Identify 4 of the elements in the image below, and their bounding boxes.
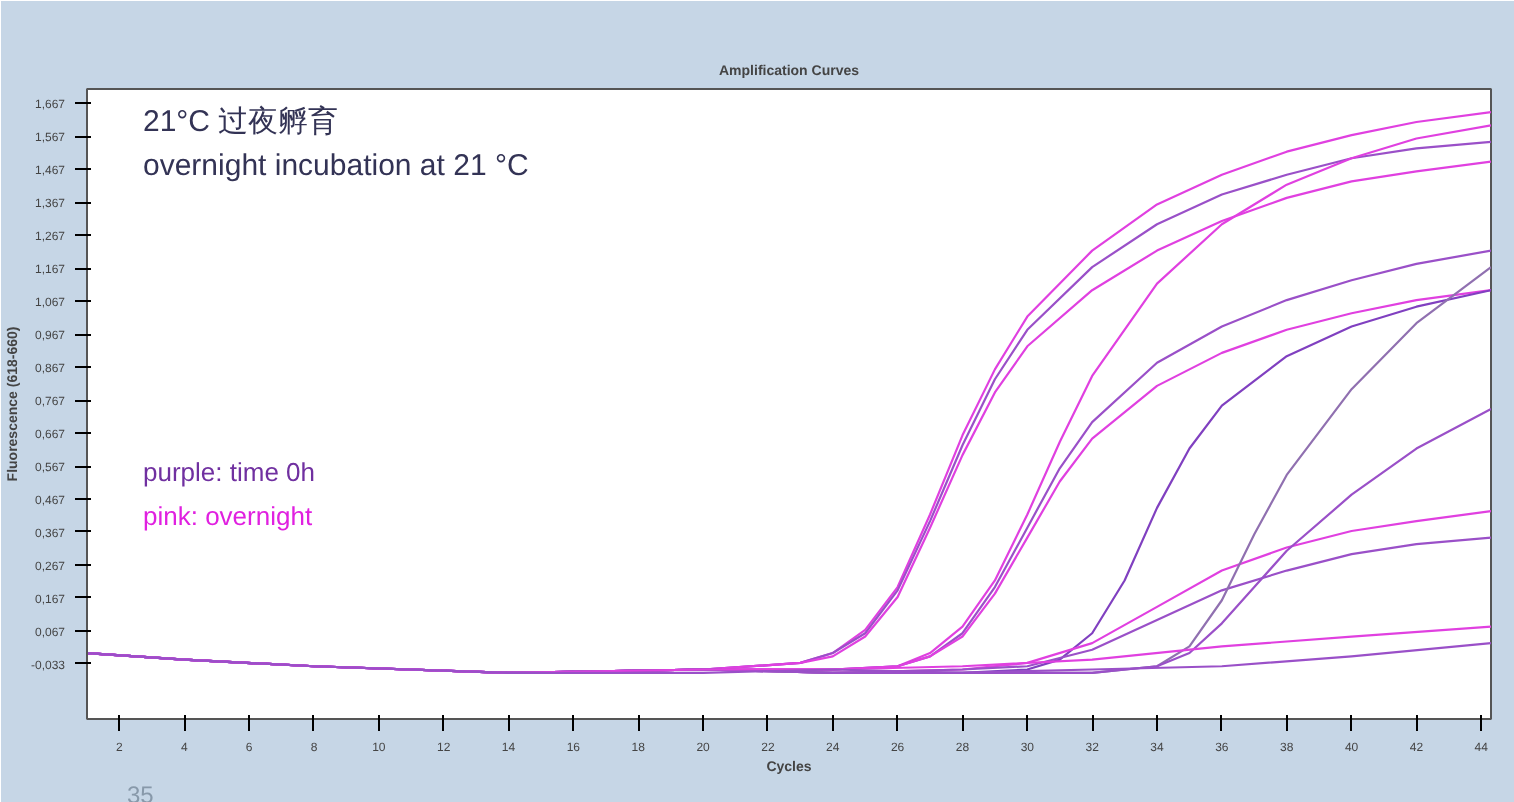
- annotation: overnight incubation at 21 °C: [143, 149, 529, 183]
- annotation: 21°C 过夜孵育: [143, 105, 339, 139]
- annotation: pink: overnight: [143, 501, 313, 531]
- annotation: purple: time 0h: [143, 457, 315, 487]
